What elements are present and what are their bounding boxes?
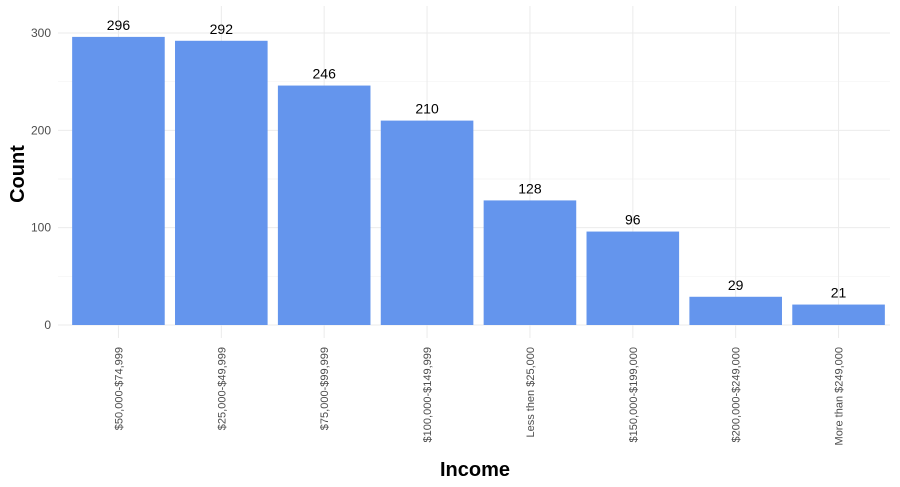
x-tick-label: $50,000-$74,999 — [113, 347, 125, 430]
x-tick-label: $25,000-$49,999 — [216, 347, 228, 430]
bar-value-label: 210 — [415, 101, 439, 117]
x-tick-label: $75,000-$99,999 — [319, 347, 331, 430]
y-tick-label: 200 — [31, 123, 51, 137]
x-axis-ticks: $50,000-$74,999 $25,000-$49,999 $75,000-$9… — [113, 347, 845, 445]
bar — [175, 40, 268, 325]
bar — [277, 85, 371, 325]
bar-value-label: 128 — [518, 180, 542, 196]
x-tick-label: Less then $25,000 — [525, 347, 537, 438]
bar-value-label: 296 — [107, 17, 131, 33]
bar-value-label: 246 — [313, 66, 337, 82]
x-tick-label: $150,000-$199,000 — [628, 347, 640, 442]
bar — [689, 296, 782, 325]
y-tick-label: 0 — [44, 318, 51, 332]
y-tick-label: 100 — [31, 221, 51, 235]
bar-value-label: 96 — [625, 212, 641, 228]
bar — [380, 120, 474, 325]
bar — [586, 231, 680, 325]
bar — [792, 304, 885, 325]
bar — [72, 36, 165, 325]
y-axis-ticks: 0 100 200 300 — [31, 26, 51, 332]
bar-value-label: 29 — [728, 277, 744, 293]
bar-value-label: 292 — [210, 21, 234, 37]
x-tick-label: $100,000-$149,999 — [422, 347, 434, 442]
x-tick-label: $200,000-$249,000 — [731, 347, 743, 442]
x-tick-label: More than $249,000 — [834, 347, 846, 445]
bars — [72, 36, 885, 325]
bar-value-labels: 296 292 246 210 128 96 29 21 — [107, 17, 847, 301]
bar — [483, 200, 577, 325]
y-tick-label: 300 — [31, 26, 51, 40]
x-axis-title: Income — [440, 459, 510, 481]
y-axis-title: Count — [7, 145, 29, 203]
bar-value-label: 21 — [831, 285, 847, 301]
